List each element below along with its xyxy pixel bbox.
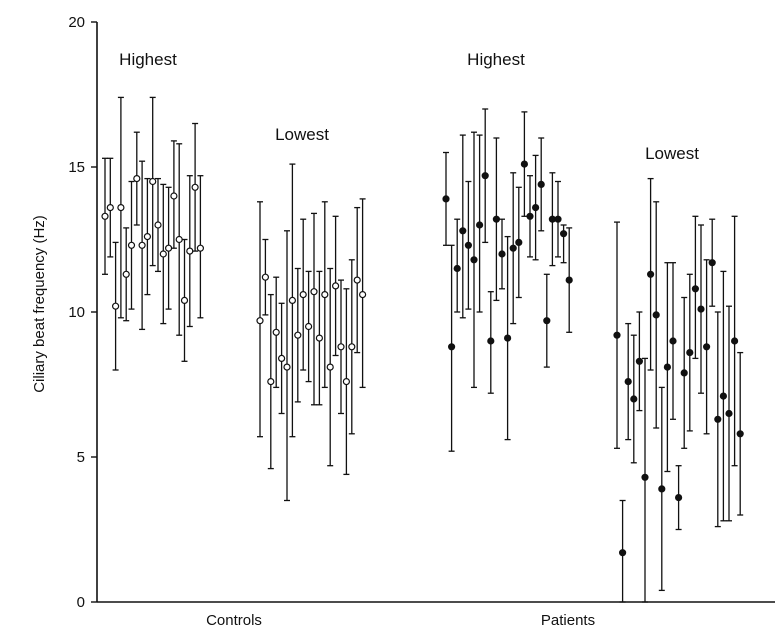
data-point: [635, 357, 644, 365]
data-point: [492, 215, 500, 223]
data-point: [143, 233, 151, 241]
data-point: [342, 378, 350, 386]
data-point: [353, 276, 361, 284]
data-point: [294, 331, 302, 339]
y-tick-label: 15: [68, 159, 85, 176]
data-point: [498, 250, 506, 258]
data-point: [624, 378, 632, 386]
group-annotation: Lowest: [645, 144, 699, 163]
data-point: [459, 227, 467, 235]
data-point: [359, 291, 367, 299]
data-point: [487, 337, 495, 345]
y-tick-label: 10: [68, 304, 85, 321]
data-point: [515, 238, 523, 246]
data-point: [186, 247, 194, 255]
data-point: [509, 244, 517, 252]
data-point: [658, 485, 666, 493]
y-axis-label: Ciliary beat frequency (Hz): [31, 215, 48, 393]
data-point: [697, 305, 705, 313]
data-point: [315, 334, 323, 342]
data-point: [310, 288, 318, 296]
data-point: [106, 204, 114, 212]
data-point: [464, 241, 472, 249]
data-point: [288, 296, 296, 304]
data-point: [686, 349, 694, 357]
data-point: [504, 334, 512, 342]
data-point: [646, 270, 655, 278]
data-point: [719, 392, 728, 400]
data-point: [448, 343, 456, 351]
data-point: [730, 337, 739, 345]
data-point: [476, 221, 484, 229]
data-point: [138, 241, 146, 249]
data-point: [348, 343, 356, 351]
data-point: [691, 285, 700, 293]
data-point: [565, 276, 573, 284]
data-point: [321, 291, 329, 299]
x-category-label: Controls: [206, 612, 262, 629]
data-point: [554, 215, 562, 223]
data-point: [714, 415, 722, 423]
data-point: [326, 363, 334, 371]
data-point: [453, 264, 461, 273]
data-point: [652, 311, 660, 319]
data-point: [305, 322, 313, 331]
x-category-label: Patients: [541, 612, 595, 629]
group-annotation: Lowest: [275, 125, 329, 144]
data-point: [175, 235, 183, 244]
data-point: [680, 369, 688, 377]
data-point: [261, 273, 269, 281]
data-point: [165, 244, 173, 252]
group-annotation: Highest: [467, 50, 525, 69]
data-point: [702, 343, 711, 351]
data-point: [630, 395, 638, 403]
data-point: [332, 282, 340, 290]
data-point: [256, 317, 264, 325]
data-point: [133, 175, 141, 183]
data-point: [543, 317, 551, 325]
data-point: [191, 183, 199, 191]
data-point: [117, 204, 125, 212]
data-point: [180, 296, 189, 304]
data-point: [531, 204, 540, 212]
data-point: [520, 160, 529, 168]
y-tick-label: 0: [77, 594, 85, 611]
data-point: [122, 270, 130, 278]
data-point: [127, 241, 136, 249]
data-point: [481, 172, 489, 180]
data-point: [154, 221, 162, 229]
data-point: [299, 291, 307, 299]
data-point: [537, 180, 545, 188]
data-point: [283, 363, 291, 371]
data-point: [442, 195, 450, 203]
data-point: [170, 192, 178, 200]
data-point: [159, 250, 167, 258]
data-point: [674, 494, 683, 502]
data-point: [337, 343, 345, 351]
group-annotation: Highest: [119, 50, 177, 69]
data-point: [725, 409, 733, 418]
data-point: [267, 378, 275, 386]
data-point: [618, 549, 627, 557]
data-point: [613, 331, 621, 339]
data-point: [278, 354, 286, 362]
data-point: [149, 177, 157, 186]
data-point: [708, 259, 716, 267]
y-tick-label: 5: [77, 449, 85, 466]
data-point: [663, 363, 672, 371]
data-point: [196, 244, 204, 252]
data-point: [669, 337, 677, 345]
data-point: [641, 473, 649, 481]
data-point: [111, 302, 120, 310]
data-point: [559, 230, 568, 238]
y-tick-label: 20: [68, 14, 85, 31]
data-point: [526, 212, 534, 220]
data-point: [736, 430, 744, 438]
data-point: [101, 212, 109, 220]
data-point: [470, 256, 478, 264]
data-point: [272, 328, 280, 336]
